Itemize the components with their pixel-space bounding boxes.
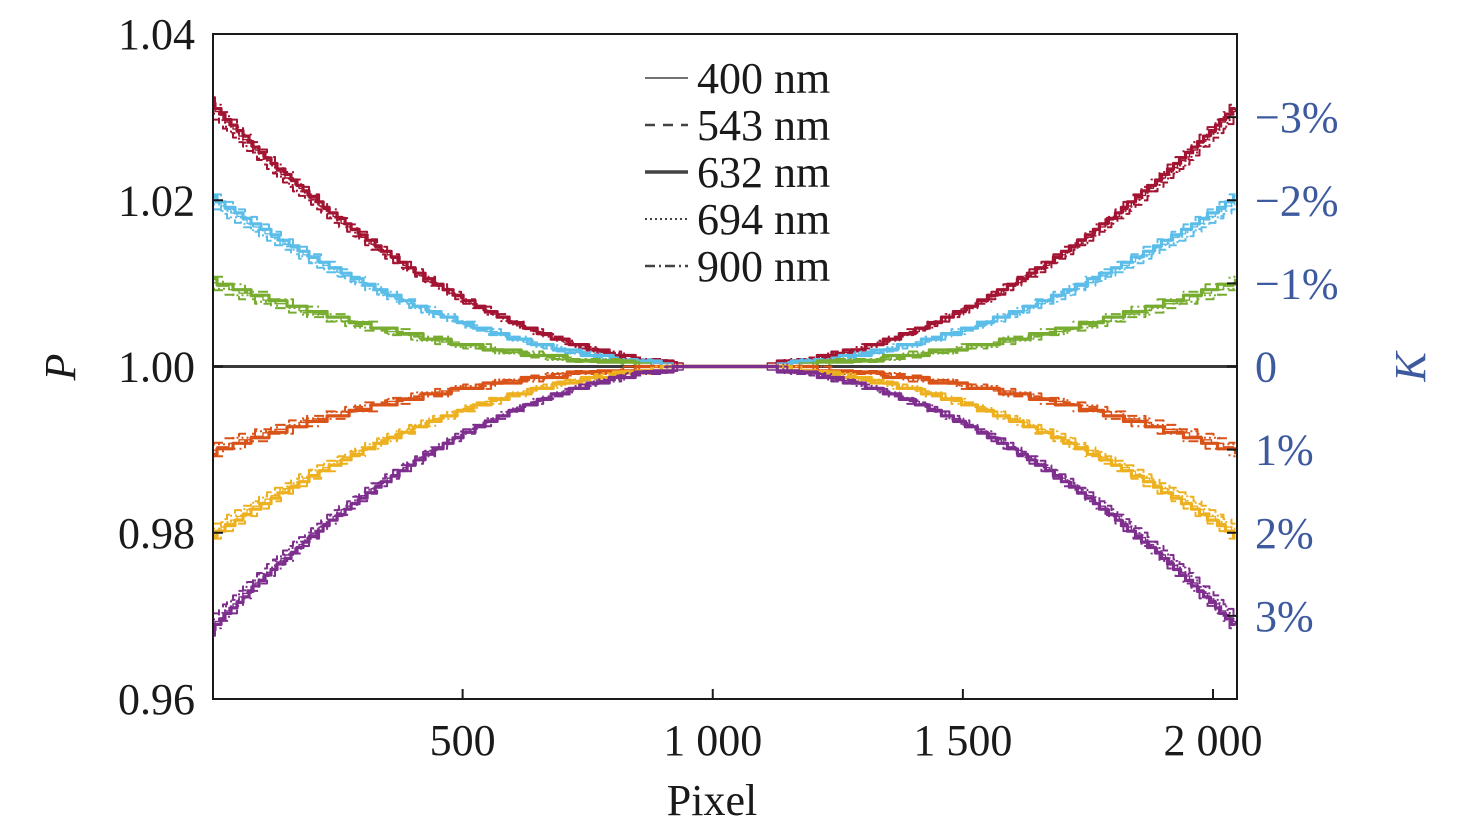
legend-label: 632 nm — [697, 148, 830, 197]
series-line — [213, 282, 1236, 368]
y-tick-label: 1.00 — [118, 343, 195, 392]
legend-label: 900 nm — [697, 242, 830, 291]
y-tick-label: 1.04 — [118, 10, 195, 59]
y2-tick-label: 0 — [1255, 343, 1277, 392]
series-line — [213, 203, 1236, 368]
y2-axis-label: K — [1386, 350, 1435, 383]
series-group — [213, 364, 1236, 540]
y-tick-label: 1.02 — [118, 176, 195, 225]
ticks-layer: 500 1 000 1 500 2 000 0.96 0.98 1.00 1.02 1.04 −3… — [118, 10, 1338, 765]
legend-label: 400 nm — [697, 54, 830, 103]
series-group — [213, 364, 1238, 458]
x-tick-label: 1 000 — [663, 716, 762, 765]
x-tick-label: 2 000 — [1163, 716, 1262, 765]
series-line — [213, 365, 1236, 530]
series-line — [213, 365, 1236, 540]
x-tick-label: 500 — [430, 716, 496, 765]
series-line — [213, 287, 1236, 368]
y2-tick-label: 1% — [1255, 426, 1314, 475]
series-line — [213, 96, 1236, 368]
y2-tick-label: −3% — [1255, 93, 1338, 142]
y2-tick-label: −1% — [1255, 259, 1338, 308]
series-layer — [213, 96, 1238, 637]
series-line — [213, 365, 1236, 637]
series-line — [213, 364, 1236, 539]
y2-tick-label: 2% — [1255, 509, 1314, 558]
series-line — [213, 365, 1236, 451]
series-line — [213, 365, 1236, 621]
legend-label: 543 nm — [697, 101, 830, 150]
legend-label: 694 nm — [697, 195, 830, 244]
series-line — [213, 112, 1236, 368]
y-tick-label: 0.96 — [118, 675, 195, 724]
y2-tick-label: −2% — [1255, 176, 1338, 225]
y2-tick-label: 3% — [1255, 592, 1314, 641]
x-tick-label: 1 500 — [913, 716, 1012, 765]
x-axis-label: Pixel — [667, 776, 757, 825]
series-line — [213, 365, 1236, 446]
series-group — [213, 364, 1237, 637]
y-axis-label: P — [36, 354, 85, 382]
y-tick-label: 0.98 — [118, 509, 195, 558]
